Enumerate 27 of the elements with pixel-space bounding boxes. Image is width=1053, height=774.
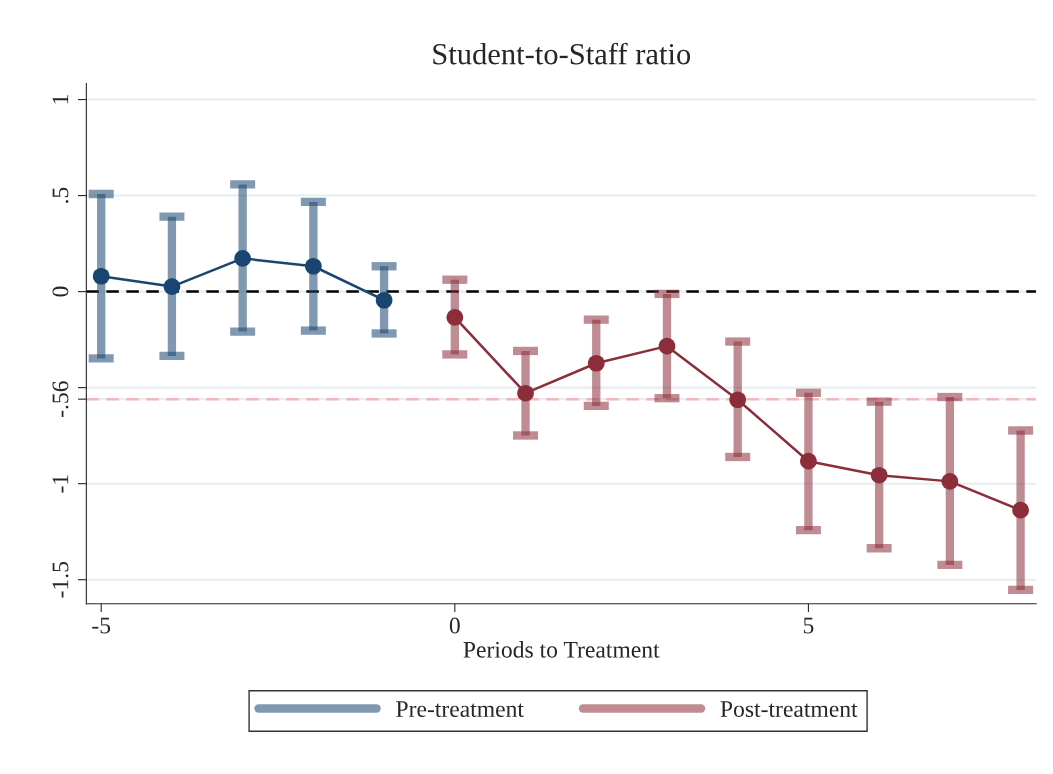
point [941,473,959,490]
y-tick-label: 1 [52,95,69,104]
legend-label: Post-treatment [720,701,858,717]
point [517,384,534,402]
point [658,337,676,355]
x-tick-label: -5 [92,617,111,634]
point [587,354,605,372]
x-tick-label: 0 [449,617,460,634]
point [234,250,251,267]
point [870,466,888,484]
point [163,278,181,295]
x-axis-title: Periods to Treatment [463,641,660,658]
point [92,267,110,285]
point [305,257,322,275]
point [446,309,464,326]
point [800,452,817,470]
y-tick-label: -.56 [52,381,69,417]
y-tick-label: -1 [52,475,69,493]
legend-label: Pre-treatment [396,701,524,717]
chart-title: Student-to-Staff ratio [433,42,691,65]
x-tick-label: 5 [803,617,814,634]
point [375,291,393,309]
y-tick-label: 0 [52,286,69,297]
point [1012,501,1029,519]
y-tick-label: -1.5 [52,561,69,598]
point [729,391,747,409]
y-tick-label: .5 [52,187,69,203]
